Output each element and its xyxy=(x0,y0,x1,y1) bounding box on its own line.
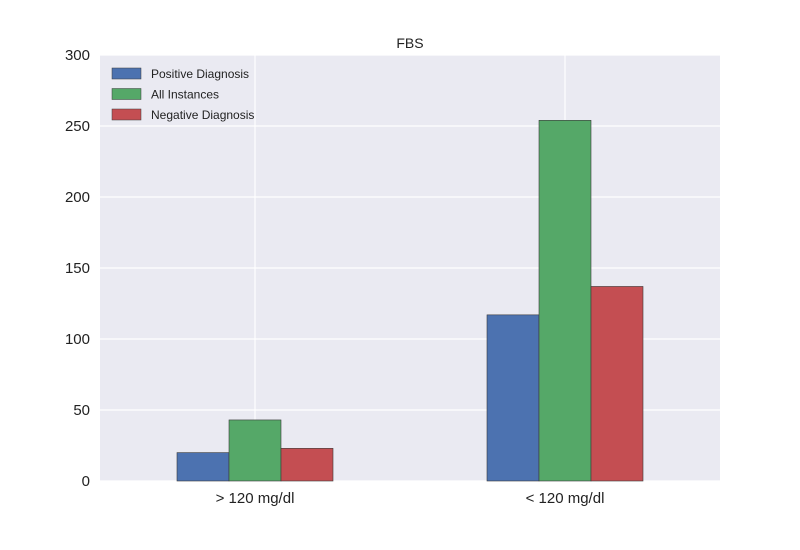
legend-label: All Instances xyxy=(151,88,219,102)
y-tick-label: 200 xyxy=(65,189,90,206)
bar-positive-diagnosis xyxy=(486,314,540,482)
chart-title: FBS xyxy=(396,35,423,51)
bar-negative-diagnosis xyxy=(280,448,334,482)
legend: Positive Diagnosis All Instances Negative … xyxy=(111,67,254,122)
y-axis: 0 50 100 150 200 250 300 xyxy=(65,47,90,490)
y-tick-label: 300 xyxy=(65,47,90,64)
bar-all-instances xyxy=(228,419,282,482)
x-axis: > 120 mg/dl < 120 mg/dl xyxy=(216,490,605,507)
y-tick-label: 250 xyxy=(65,118,90,135)
y-tick-label: 150 xyxy=(65,260,90,277)
legend-label: Positive Diagnosis xyxy=(151,67,249,81)
legend-swatch xyxy=(111,108,142,121)
y-tick-label: 50 xyxy=(73,402,90,419)
x-tick-label: > 120 mg/dl xyxy=(216,490,295,507)
bar-all-instances xyxy=(538,120,592,482)
bar-negative-diagnosis xyxy=(590,286,644,482)
legend-label: Negative Diagnosis xyxy=(151,108,254,122)
legend-swatch xyxy=(111,88,142,100)
x-tick-label: < 120 mg/dl xyxy=(526,490,605,507)
bar-positive-diagnosis xyxy=(176,452,230,482)
legend-swatch xyxy=(111,67,142,80)
bars xyxy=(176,120,644,482)
y-tick-label: 0 xyxy=(82,473,90,490)
y-tick-label: 100 xyxy=(65,331,90,348)
